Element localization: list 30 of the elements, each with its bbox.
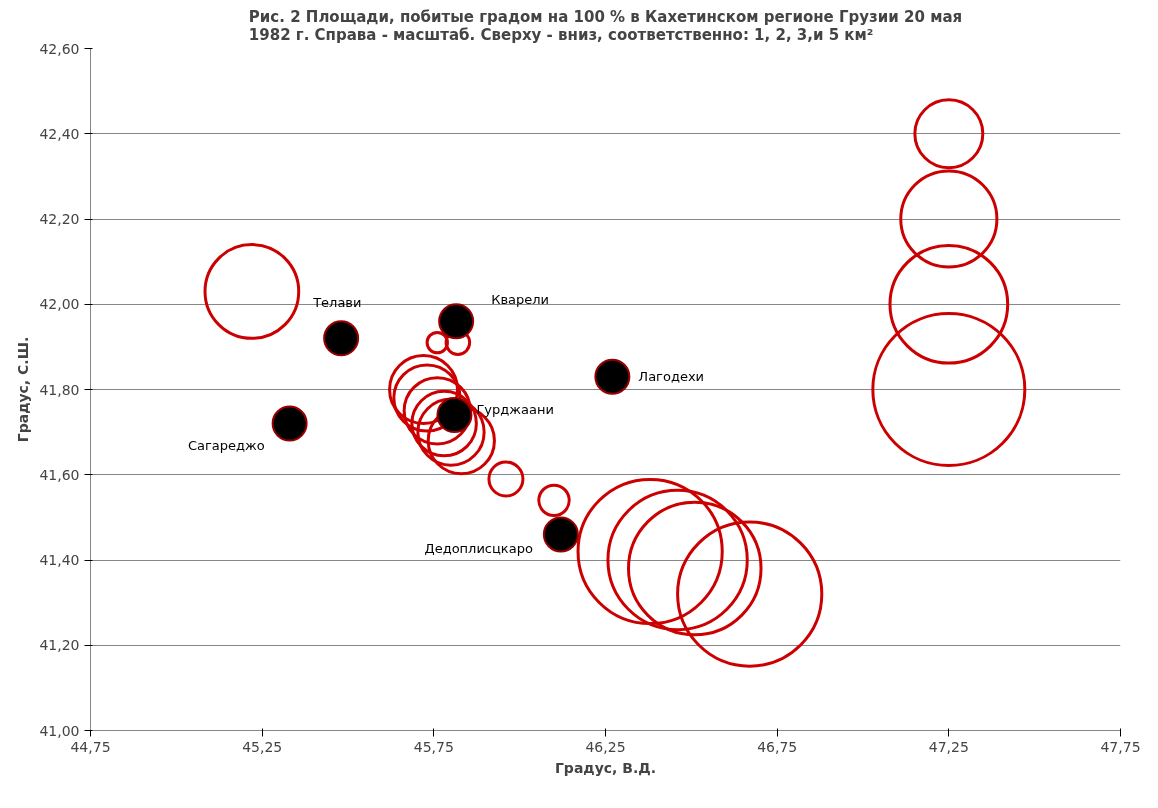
- chart-title: Рис. 2 Площади, побитые градом на 100 % в Кахетинском регионе Грузии 20 мая 1982 г. Справа - масштаб. Сверху - вниз, соответственно: 1, 2, 3,и 5 км²: [248, 7, 963, 44]
- y-tick-label: 41,60: [39, 466, 80, 483]
- x-tick-label: 46,25: [585, 738, 626, 755]
- point: [271, 405, 308, 442]
- annotation: Лагодехи: [638, 369, 705, 385]
- annotation: Дедоплисцкаро: [424, 540, 533, 556]
- x-tick-label: 44,75: [70, 738, 111, 755]
- y-tick-label: 41,00: [39, 722, 80, 739]
- annotation: Сагареджо: [187, 438, 265, 454]
- annotation: Кварели: [491, 291, 550, 307]
- x-tick-label: 45,75: [413, 738, 454, 755]
- x-tick-label: 47,75: [1100, 738, 1141, 755]
- point: [438, 303, 475, 340]
- y-tick-label: 42,40: [39, 125, 80, 142]
- y-axis-title: Градус, С.Ш.: [15, 336, 32, 443]
- point: [594, 358, 631, 395]
- annotation: Телави: [312, 294, 362, 310]
- y-tick-label: 41,20: [39, 637, 80, 654]
- point: [323, 320, 360, 357]
- x-tick-label: 45,25: [242, 738, 283, 755]
- annotation: Гурджаани: [476, 401, 554, 417]
- y-tick-label: 42,60: [39, 40, 80, 57]
- x-tick-label: 46,75: [757, 738, 798, 755]
- point: [542, 516, 579, 553]
- x-tick-label: 47,25: [928, 738, 969, 755]
- y-tick-label: 41,80: [39, 381, 80, 398]
- y-tick-label: 42,00: [39, 296, 80, 313]
- y-tick-label: 41,40: [39, 552, 80, 568]
- x-axis-title: Градус, В.Д.: [554, 759, 657, 776]
- y-tick-label: 42,20: [39, 211, 80, 227]
